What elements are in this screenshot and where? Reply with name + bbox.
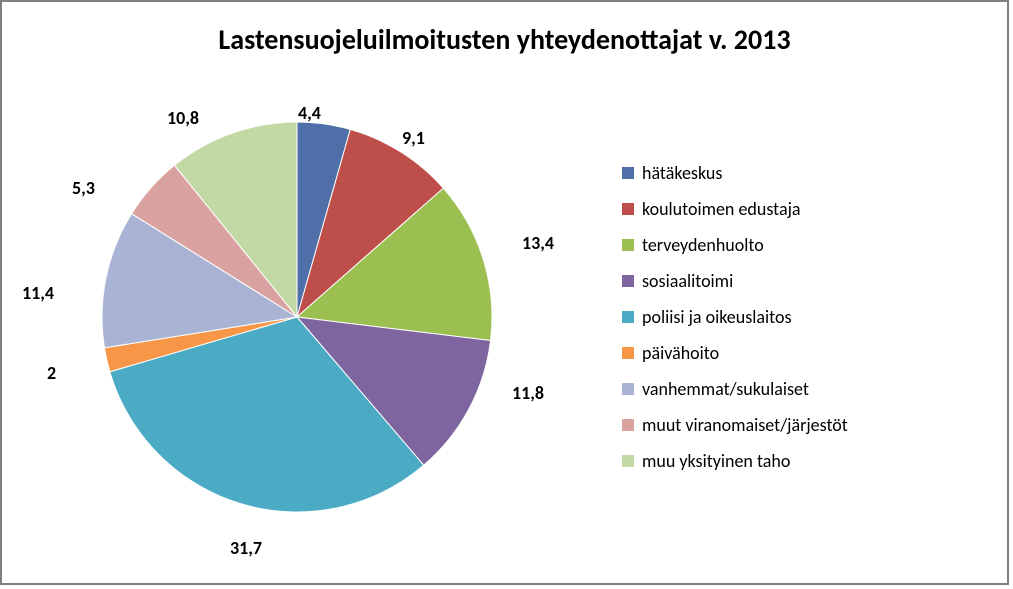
pie-chart — [102, 122, 492, 512]
legend-label: muu yksityinen taho — [642, 450, 790, 472]
chart-body: 4,4 9,1 13,4 11,8 31,7 2 11,4 5,3 10,8 hätäkesku… — [2, 67, 1007, 567]
legend-item: terveydenhuolto — [622, 234, 848, 256]
data-label: 4,4 — [298, 102, 321, 124]
data-label: 2 — [47, 362, 56, 384]
data-label: 10,8 — [167, 107, 199, 129]
pie-area: 4,4 9,1 13,4 11,8 31,7 2 11,4 5,3 10,8 — [2, 67, 602, 567]
legend-label: sosiaalitoimi — [642, 270, 733, 292]
legend-label: koulutoimen edustaja — [642, 198, 801, 220]
legend-swatch — [622, 167, 634, 179]
data-label: 13,4 — [522, 232, 554, 254]
legend-swatch — [622, 275, 634, 287]
legend-swatch — [622, 419, 634, 431]
legend: hätäkeskus koulutoimen edustaja terveydenh… — [622, 162, 848, 472]
legend-item: vanhemmat/sukulaiset — [622, 378, 848, 400]
legend-item: hätäkeskus — [622, 162, 848, 184]
legend-label: poliisi ja oikeuslaitos — [642, 306, 792, 328]
legend-swatch — [622, 455, 634, 467]
data-label: 11,4 — [22, 282, 54, 304]
legend-swatch — [622, 347, 634, 359]
legend-item: muut viranomaiset/järjestöt — [622, 414, 848, 436]
legend-swatch — [622, 383, 634, 395]
data-label: 5,3 — [72, 177, 95, 199]
legend-label: hätäkeskus — [642, 162, 722, 184]
legend-swatch — [622, 239, 634, 251]
chart-container: Lastensuojeluilmoitusten yhteydenottajat… — [0, 0, 1009, 585]
data-label: 31,7 — [230, 537, 262, 559]
legend-item: koulutoimen edustaja — [622, 198, 848, 220]
chart-title: Lastensuojeluilmoitusten yhteydenottajat… — [2, 2, 1007, 67]
legend-swatch — [622, 203, 634, 215]
legend-label: terveydenhuolto — [642, 234, 764, 256]
legend-label: vanhemmat/sukulaiset — [642, 378, 809, 400]
legend-label: päivähoito — [642, 342, 719, 364]
legend-label: muut viranomaiset/järjestöt — [642, 414, 848, 436]
legend-item: muu yksityinen taho — [622, 450, 848, 472]
legend-item: sosiaalitoimi — [622, 270, 848, 292]
legend-item: päivähoito — [622, 342, 848, 364]
legend-swatch — [622, 311, 634, 323]
legend-item: poliisi ja oikeuslaitos — [622, 306, 848, 328]
data-label: 9,1 — [402, 127, 425, 149]
data-label: 11,8 — [512, 382, 544, 404]
